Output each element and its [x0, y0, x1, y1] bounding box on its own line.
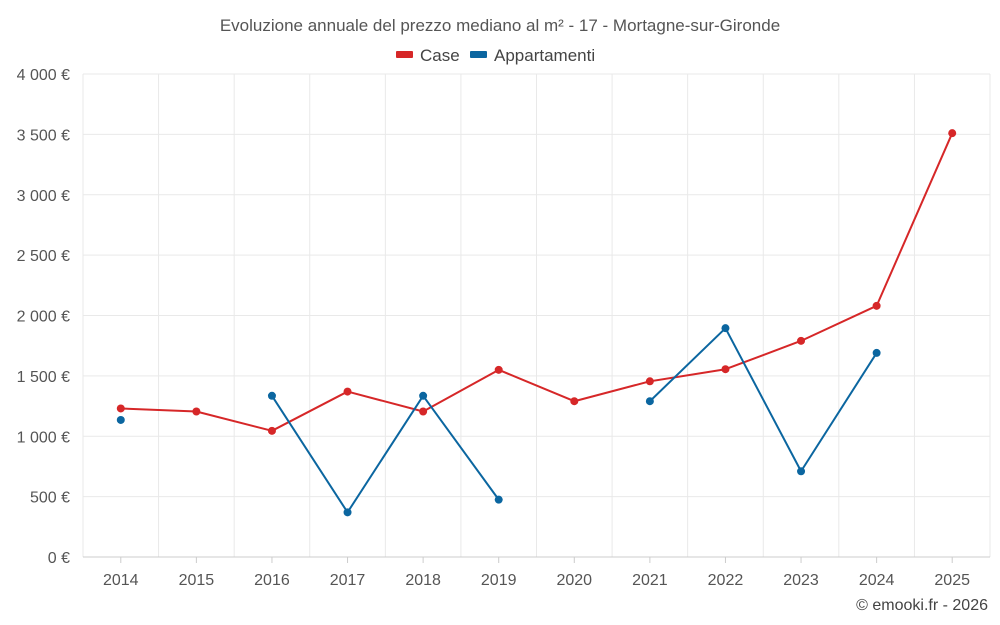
data-point[interactable] [797, 336, 806, 345]
series-line-segment [195, 410, 273, 432]
data-point[interactable] [721, 365, 730, 374]
data-point[interactable] [872, 348, 881, 357]
legend-swatch [396, 51, 413, 58]
grid [82, 73, 991, 557]
legend-swatch [470, 51, 487, 58]
chart-title: Evoluzione annuale del prezzo mediano al… [220, 16, 780, 35]
data-point[interactable] [267, 391, 276, 400]
credit-text: © emooki.fr - 2026 [856, 597, 988, 614]
y-tick-label: 3 500 € [17, 127, 70, 144]
y-tick-label: 500 € [30, 490, 70, 507]
x-tick-label: 2021 [632, 572, 668, 589]
data-point[interactable] [419, 407, 428, 416]
legend-label[interactable]: Appartamenti [494, 46, 595, 65]
y-tick-label: 3 000 € [17, 188, 70, 205]
series-line-segment [270, 390, 349, 432]
y-tick-label: 1 000 € [17, 429, 70, 446]
data-point[interactable] [267, 426, 276, 435]
data-point[interactable] [343, 508, 352, 517]
y-tick-label: 2 000 € [17, 309, 70, 326]
x-axis: 2014 2015 2016 2017 2018 2019 2020 2021 2022 2023… [83, 556, 990, 589]
series-line-segment [422, 394, 500, 501]
data-point[interactable] [494, 365, 503, 374]
series-line-segment [497, 368, 576, 403]
data-point[interactable] [494, 495, 503, 504]
x-tick-label: 2019 [481, 572, 517, 589]
x-tick-label: 2018 [405, 572, 441, 589]
legend: Case Appartamenti [396, 46, 595, 65]
x-tick-label: 2015 [179, 572, 215, 589]
series-group [116, 129, 957, 517]
series-line-segment [724, 327, 803, 473]
series-line-segment [875, 132, 954, 307]
series-line-segment [346, 394, 425, 514]
data-point[interactable] [645, 377, 654, 386]
x-tick-label: 2016 [254, 572, 290, 589]
x-tick-label: 2023 [783, 572, 819, 589]
data-point[interactable] [948, 129, 957, 138]
x-tick-label: 2017 [330, 572, 366, 589]
series-line-segment [800, 304, 878, 342]
legend-label[interactable]: Case [420, 46, 460, 65]
data-point[interactable] [343, 387, 352, 396]
y-axis: 0 € 500 € 1 000 € 1 500 € 2 000 € 2 500 € 3 00… [17, 67, 70, 567]
data-point[interactable] [721, 324, 730, 333]
series-line-segment [119, 407, 198, 413]
series-line-segment [800, 351, 878, 473]
y-tick-label: 4 000 € [17, 67, 70, 84]
series-line-segment [648, 368, 727, 383]
data-point[interactable] [872, 301, 881, 310]
series-line-segment [573, 380, 651, 403]
series-line-segment [422, 368, 500, 413]
data-point[interactable] [419, 391, 428, 400]
x-tick-label: 2025 [934, 572, 970, 589]
data-point[interactable] [192, 407, 201, 416]
series-line-segment [648, 327, 727, 403]
data-point[interactable] [797, 467, 806, 476]
data-point[interactable] [116, 415, 125, 424]
series-line-segment [346, 390, 425, 413]
x-tick-label: 2020 [556, 572, 592, 589]
y-tick-label: 0 € [48, 550, 70, 567]
series-case [116, 129, 957, 435]
y-tick-label: 1 500 € [17, 369, 70, 386]
series-line-segment [724, 339, 803, 371]
x-tick-label: 2024 [859, 572, 895, 589]
data-point[interactable] [645, 397, 654, 406]
data-point[interactable] [570, 397, 579, 406]
series-appartamenti [116, 324, 881, 517]
x-tick-label: 2014 [103, 572, 139, 589]
y-tick-label: 2 500 € [17, 248, 70, 265]
data-point[interactable] [116, 404, 125, 413]
series-line-segment [270, 394, 349, 514]
x-tick-label: 2022 [708, 572, 744, 589]
